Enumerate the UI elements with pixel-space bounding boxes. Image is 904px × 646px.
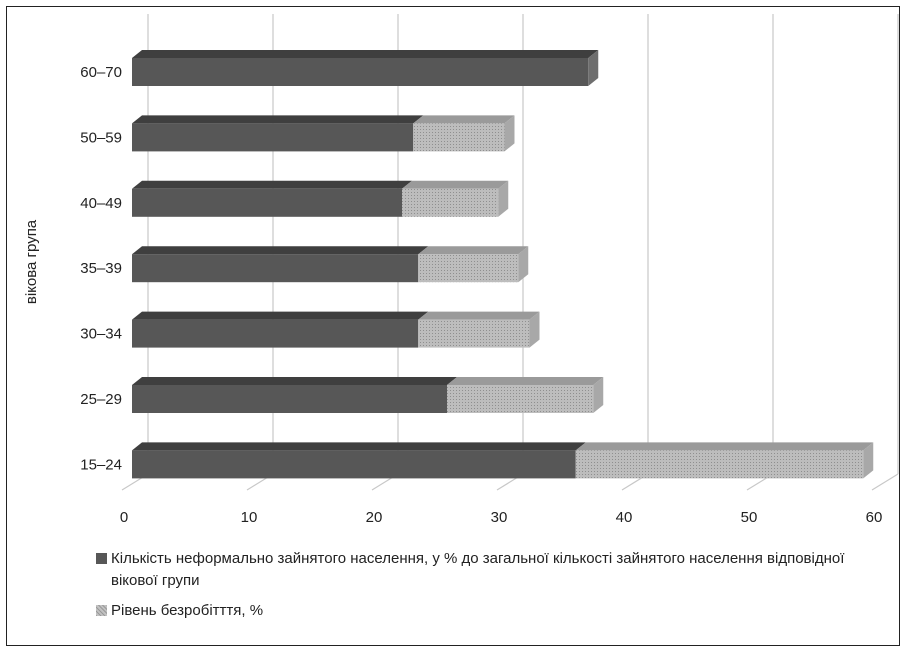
legend-swatch-dark — [96, 553, 107, 564]
legend-item-informal-employment: Кількість неформально зайнятого населенн… — [96, 548, 886, 592]
bar-0-1 — [132, 123, 414, 152]
bar-top-0-3 — [132, 246, 429, 255]
x-tick-label-30: 30 — [491, 509, 508, 526]
bar-top-0-5 — [132, 377, 457, 385]
bar-side-0 — [588, 50, 599, 86]
legend-swatch-light — [96, 605, 107, 616]
bar-top-1-2 — [402, 180, 509, 189]
bar-0-0 — [132, 58, 589, 86]
y-tick-label-3: 35–39 — [80, 260, 122, 277]
y-tick-label-0: 60–70 — [80, 64, 122, 81]
bar-0-4 — [132, 319, 419, 348]
bar-0-3 — [132, 254, 419, 283]
bar-top-0-1 — [132, 115, 424, 124]
bar-top-1-3 — [418, 246, 529, 255]
bar-top-1-1 — [413, 115, 515, 124]
legend: Кількість неформально зайнятого населенн… — [96, 548, 886, 630]
y-tick-label-1: 50–59 — [80, 129, 122, 146]
x-tick-label-20: 20 — [366, 509, 383, 526]
floor-line-60 — [871, 473, 899, 491]
bar-top-0-6 — [132, 442, 586, 451]
bars — [132, 50, 874, 479]
bar-0-2 — [132, 188, 402, 217]
stacked-bar-chart: 0 10 20 30 40 50 60 60–70 50–59 40–49 35–39 30–34 25… — [23, 14, 899, 526]
tick-labels: 0 10 20 30 40 50 60 60–70 50–59 40–49 35–39 30–34 25… — [80, 64, 882, 526]
bar-side-3 — [518, 246, 529, 283]
bar-side-1 — [504, 115, 515, 152]
legend-label-unemployment: Рівень безробітття, % — [111, 602, 264, 619]
legend-item-unemployment: Рівень безробітття, % — [96, 600, 886, 622]
x-tick-label-0: 0 — [120, 509, 128, 526]
x-tick-label-60: 60 — [866, 509, 883, 526]
y-axis-label: вікова група — [23, 219, 40, 304]
bar-top-0-0 — [132, 50, 599, 58]
bar-side-5 — [593, 377, 604, 413]
x-tick-label-40: 40 — [616, 509, 633, 526]
bar-side-6 — [863, 442, 874, 479]
bar-side-2 — [498, 180, 509, 217]
bar-1-5 — [447, 385, 594, 413]
bar-top-1-6 — [575, 442, 874, 451]
bar-1-1 — [413, 123, 505, 152]
bar-top-1-4 — [418, 311, 540, 320]
y-tick-label-4: 30–34 — [80, 326, 122, 343]
bar-1-3 — [418, 254, 519, 283]
x-tick-label-50: 50 — [741, 509, 758, 526]
legend-label-informal-employment: Кількість неформально зайнятого населенн… — [111, 550, 845, 589]
bar-1-4 — [418, 319, 530, 348]
y-tick-label-6: 15–24 — [80, 456, 122, 473]
x-tick-label-10: 10 — [241, 509, 258, 526]
bar-top-0-4 — [132, 311, 429, 320]
bar-0-5 — [132, 385, 447, 413]
bar-0-6 — [132, 450, 576, 479]
y-tick-label-2: 40–49 — [80, 195, 122, 212]
y-tick-label-5: 25–29 — [80, 391, 122, 408]
bar-1-2 — [402, 188, 499, 217]
bar-side-4 — [529, 311, 540, 348]
bar-top-1-5 — [447, 377, 604, 385]
bar-1-6 — [575, 450, 864, 479]
bar-top-0-2 — [132, 180, 412, 189]
